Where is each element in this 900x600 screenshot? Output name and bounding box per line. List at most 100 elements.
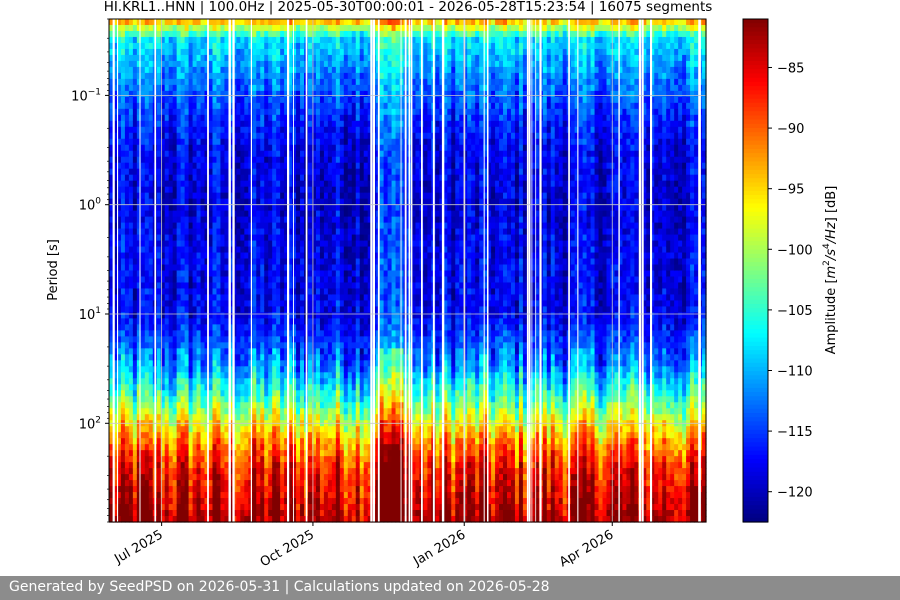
heatmap-cell bbox=[335, 462, 341, 469]
heatmap-cell bbox=[244, 516, 249, 523]
heatmap-cell bbox=[248, 90, 253, 98]
heatmap-cell bbox=[109, 318, 114, 325]
heatmap-cell bbox=[116, 168, 122, 176]
heatmap-cell bbox=[276, 240, 281, 248]
heatmap-cell bbox=[224, 498, 229, 505]
heatmap-cell bbox=[168, 114, 174, 122]
heatmap-cell bbox=[244, 384, 249, 391]
heatmap-cell bbox=[180, 480, 186, 487]
heatmap-cell bbox=[248, 54, 253, 62]
heatmap-cell bbox=[280, 372, 285, 379]
heatmap-cell bbox=[327, 24, 333, 32]
heatmap-cell bbox=[128, 486, 134, 493]
heatmap-cell bbox=[160, 252, 166, 260]
heatmap-cell bbox=[120, 108, 126, 116]
heatmap-cell bbox=[323, 42, 329, 50]
heatmap-cell bbox=[300, 72, 305, 80]
heatmap-cell bbox=[319, 372, 325, 379]
heatmap-cell bbox=[256, 384, 261, 391]
heatmap-cell bbox=[323, 132, 329, 140]
heatmap-cell bbox=[156, 408, 162, 415]
heatmap-cell bbox=[236, 228, 241, 236]
heatmap-cell bbox=[140, 510, 146, 517]
heatmap-cell bbox=[156, 252, 162, 260]
heatmap-cell bbox=[256, 60, 261, 68]
heatmap-cell bbox=[308, 198, 313, 206]
heatmap-cell bbox=[200, 480, 206, 487]
heatmap-cell bbox=[220, 438, 226, 445]
heatmap-cell bbox=[244, 480, 249, 487]
heatmap-cell bbox=[184, 264, 190, 272]
heatmap-cell bbox=[339, 48, 345, 56]
heatmap-cell bbox=[172, 426, 178, 433]
heatmap-cell bbox=[176, 162, 182, 170]
heatmap-cell bbox=[240, 474, 245, 481]
heatmap-cell bbox=[248, 60, 253, 68]
heatmap-cell bbox=[124, 60, 130, 68]
heatmap-cell bbox=[112, 408, 118, 415]
heatmap-cell bbox=[124, 234, 130, 242]
heatmap-cell bbox=[311, 402, 317, 409]
heatmap-cell bbox=[136, 504, 142, 511]
heatmap-cell bbox=[252, 468, 257, 475]
heatmap-cell bbox=[236, 510, 241, 517]
heatmap-cell bbox=[260, 492, 265, 499]
heatmap-cell bbox=[204, 384, 210, 391]
heatmap-cell bbox=[164, 264, 170, 272]
heatmap-cell bbox=[212, 228, 218, 236]
heatmap-cell bbox=[280, 24, 285, 32]
heatmap-cell bbox=[136, 90, 142, 98]
heatmap-cell bbox=[220, 504, 226, 511]
heatmap-cell bbox=[264, 444, 269, 451]
heatmap-cell bbox=[260, 444, 265, 451]
heatmap-cell bbox=[256, 174, 261, 182]
heatmap-cell bbox=[220, 144, 226, 152]
heatmap-cell bbox=[160, 168, 166, 176]
heatmap-cell bbox=[192, 492, 198, 499]
heatmap-cell bbox=[236, 504, 241, 511]
heatmap-cell bbox=[224, 252, 229, 260]
heatmap-cell bbox=[212, 390, 218, 397]
heatmap-cell bbox=[144, 294, 150, 302]
heatmap-cell bbox=[132, 156, 138, 164]
heatmap-cell bbox=[204, 30, 210, 38]
heatmap-cell bbox=[248, 66, 253, 74]
heatmap-cell bbox=[327, 54, 333, 62]
heatmap-cell bbox=[252, 330, 257, 337]
heatmap-cell bbox=[292, 150, 297, 158]
heatmap-cell bbox=[128, 222, 134, 230]
heatmap-cell bbox=[120, 246, 126, 254]
heatmap-cell bbox=[168, 288, 174, 296]
heatmap-cell bbox=[204, 282, 210, 290]
heatmap-cell bbox=[276, 216, 281, 224]
heatmap-cell bbox=[180, 54, 186, 62]
heatmap-cell bbox=[311, 102, 317, 110]
heatmap-cell bbox=[260, 258, 265, 266]
heatmap-cell bbox=[323, 156, 329, 164]
heatmap-cell bbox=[300, 354, 305, 361]
heatmap-cell bbox=[260, 19, 265, 26]
heatmap-cell bbox=[132, 414, 138, 421]
heatmap-cell bbox=[176, 276, 182, 284]
heatmap-cell bbox=[280, 114, 285, 122]
heatmap-cell bbox=[172, 378, 178, 385]
heatmap-cell bbox=[272, 19, 277, 26]
heatmap-cell bbox=[252, 234, 257, 242]
heatmap-cell bbox=[200, 516, 206, 523]
heatmap-cell bbox=[335, 408, 341, 415]
heatmap-cell bbox=[280, 48, 285, 56]
heatmap-cell bbox=[248, 402, 253, 409]
heatmap-cell bbox=[200, 60, 206, 68]
heatmap-cell bbox=[132, 264, 138, 272]
heatmap-cell bbox=[343, 198, 349, 206]
heatmap-cell bbox=[327, 96, 333, 104]
heatmap-cell bbox=[292, 462, 297, 469]
heatmap-cell bbox=[109, 66, 114, 74]
heatmap-cell bbox=[116, 450, 122, 457]
heatmap-cell bbox=[109, 330, 114, 337]
heatmap-cell bbox=[284, 162, 289, 170]
heatmap-cell bbox=[120, 228, 126, 236]
heatmap-cell bbox=[196, 252, 202, 260]
heatmap-cell bbox=[260, 270, 265, 278]
heatmap-cell bbox=[335, 516, 341, 523]
